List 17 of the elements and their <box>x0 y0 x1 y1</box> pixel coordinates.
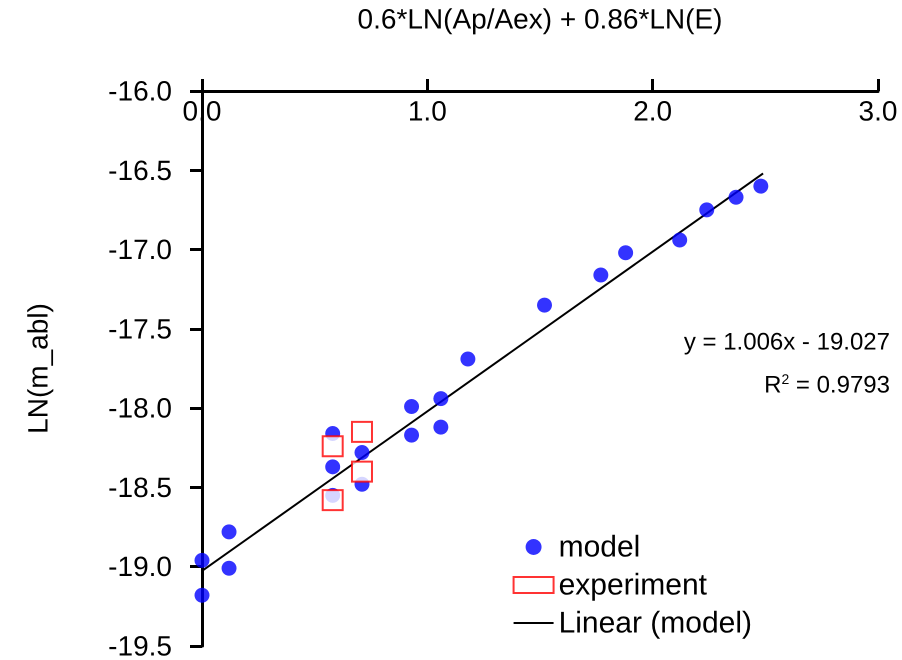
y-tick-label: -16.0 <box>108 76 172 106</box>
legend-label: model <box>558 530 640 564</box>
y-tick-label: -16.5 <box>108 154 172 186</box>
y-tick-label: -19.5 <box>108 630 172 660</box>
y-tick-label: -17.5 <box>108 313 172 344</box>
y-axis-title: LN(m_abl) <box>22 303 54 434</box>
y-tick-label: -18.5 <box>108 472 172 503</box>
legend-label: experiment <box>558 568 708 602</box>
y-tick-label: -19.0 <box>108 551 172 582</box>
legend-label: Linear (model) <box>558 606 752 640</box>
y-tick-label: -18.0 <box>108 392 172 424</box>
x-tick-label: 1.0 <box>408 96 447 126</box>
annotation: y = 1.006x - 19.027 <box>684 328 890 356</box>
x-axis-title: 0.6*LN(Ap/Aex) + 0.86*LN(E) <box>358 4 722 34</box>
x-tick-label: 2.0 <box>633 96 672 126</box>
y-tick-label: -17.0 <box>108 234 172 266</box>
x-tick-label: 3.0 <box>858 96 898 126</box>
